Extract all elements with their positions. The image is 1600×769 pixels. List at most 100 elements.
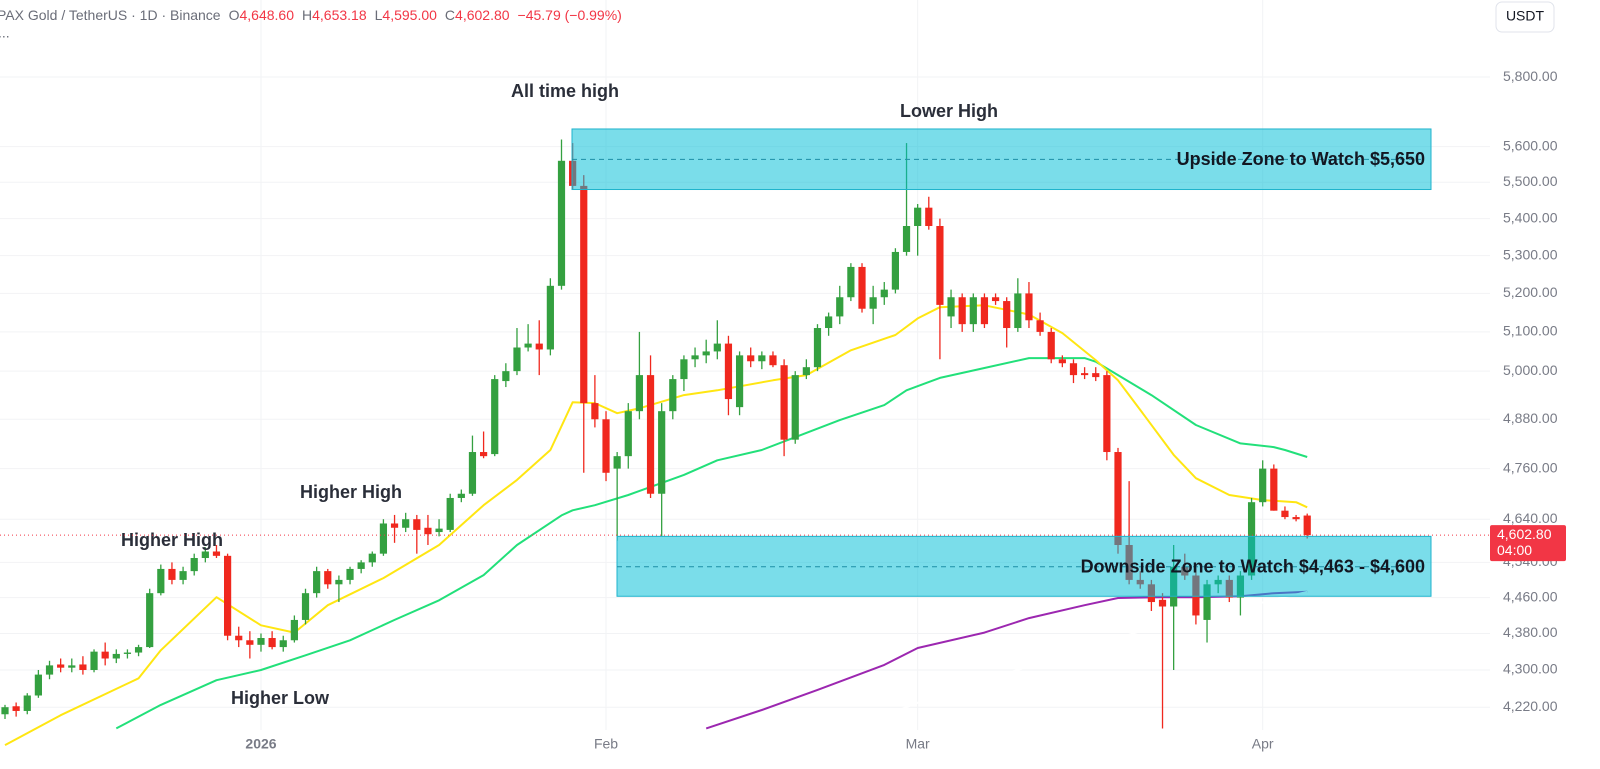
zones: Upside Zone to Watch $5,650 Downside Zone… — [571, 128, 1432, 597]
x-tick-label: Feb — [594, 736, 618, 752]
candle-body — [146, 593, 154, 648]
open-label: O — [229, 7, 240, 23]
x-tick-label: Apr — [1252, 736, 1274, 752]
candle-body — [212, 551, 221, 556]
candle-body — [346, 568, 354, 580]
candle-body — [1058, 359, 1066, 364]
price-tag-countdown: 04:00 — [1497, 542, 1532, 558]
candle-body — [836, 297, 844, 317]
candle-body — [635, 375, 644, 412]
candle-body — [491, 379, 499, 455]
candle-body — [23, 695, 31, 711]
candle-body — [702, 351, 710, 356]
candle-body — [357, 562, 365, 569]
candle-body — [68, 665, 76, 668]
high-value: 4,653.18 — [312, 7, 367, 23]
candle-body — [947, 297, 955, 317]
candle-body — [502, 371, 510, 382]
candle-body — [201, 551, 209, 559]
candle-body — [390, 523, 399, 528]
candle-body — [936, 226, 944, 305]
candle-body — [513, 347, 521, 372]
change: −45.79 (−0.99%) — [518, 7, 622, 23]
candle-body — [969, 297, 977, 325]
more[interactable]: ... — [0, 25, 10, 41]
candle-body — [691, 355, 699, 360]
candle-body — [869, 297, 877, 309]
candle-body — [524, 343, 532, 348]
candle-body — [1158, 599, 1167, 607]
candle-body — [313, 571, 321, 594]
candle-body — [468, 452, 477, 494]
currency-button[interactable] — [1495, 1, 1555, 33]
candle-body — [235, 635, 243, 641]
x-tick-label: 2026 — [245, 736, 276, 752]
candle-body — [301, 593, 310, 620]
close-label: C — [445, 7, 455, 23]
labels: 5,800.00 5,600.00 5,500.00 5,400.00 5,300.00… — [0, 68, 1566, 752]
candle-body — [45, 665, 54, 675]
candle-body — [279, 640, 287, 648]
y-tick-label: 4,640.00 — [1503, 510, 1558, 526]
candle-body — [57, 664, 65, 668]
candle-body — [1081, 373, 1089, 376]
y-tick-label: 4,300.00 — [1503, 661, 1558, 677]
candle-body — [90, 651, 98, 670]
candle-body — [1014, 293, 1022, 329]
candle-body — [1114, 452, 1122, 545]
candle-body — [891, 251, 899, 290]
candle-body — [123, 652, 132, 654]
candle-body — [268, 637, 276, 648]
moving-average — [850, 590, 1308, 730]
candle-body — [290, 619, 298, 641]
candle-body — [335, 579, 343, 585]
annotation: Higher High — [121, 530, 223, 550]
candle-body — [101, 651, 109, 659]
candle-body — [179, 571, 187, 580]
candle-body — [658, 411, 666, 494]
candle-body — [925, 207, 933, 227]
candle-body — [557, 160, 566, 286]
low-label: L — [375, 7, 383, 23]
candle-body — [735, 355, 744, 408]
candle-body — [1292, 517, 1300, 520]
candle-body — [747, 355, 755, 362]
y-tick-label: 5,500.00 — [1503, 173, 1558, 189]
candle-body — [1092, 373, 1100, 378]
candle-body — [535, 343, 543, 350]
y-tick-label: 4,760.00 — [1503, 459, 1558, 475]
candle-body — [847, 266, 855, 298]
candle-body — [680, 359, 688, 380]
open-value: 4,648.60 — [239, 7, 294, 23]
candle-body — [613, 456, 621, 469]
y-tick-label: 4,880.00 — [1503, 410, 1558, 426]
candle-body — [591, 403, 599, 420]
candle-body — [980, 297, 989, 325]
y-tick-label: 5,200.00 — [1503, 284, 1558, 300]
candle-body — [1281, 510, 1289, 518]
y-tick-label: 4,460.00 — [1503, 588, 1558, 604]
candle-body — [1270, 468, 1278, 511]
candle-body — [224, 555, 232, 636]
candle-body — [1303, 515, 1311, 536]
currency-label[interactable]: USDT — [1506, 8, 1545, 24]
candle-body — [168, 568, 176, 580]
y-tick-label: 5,100.00 — [1503, 323, 1558, 339]
annotation: Lower High — [900, 101, 998, 121]
candle-body — [190, 558, 198, 572]
x-tick-label: Mar — [906, 736, 930, 752]
candle-body — [1, 707, 9, 715]
candle-body — [402, 519, 410, 528]
candle-body — [646, 375, 655, 494]
candle-body — [12, 706, 20, 711]
candle-body — [424, 527, 432, 535]
annotation: Higher Low — [231, 688, 330, 708]
candle-body — [813, 328, 822, 368]
candles — [1, 139, 1311, 729]
y-tick-label: 4,220.00 — [1503, 698, 1558, 714]
candle-body — [112, 653, 120, 659]
candle-body — [413, 519, 421, 530]
candle-body — [825, 316, 833, 329]
